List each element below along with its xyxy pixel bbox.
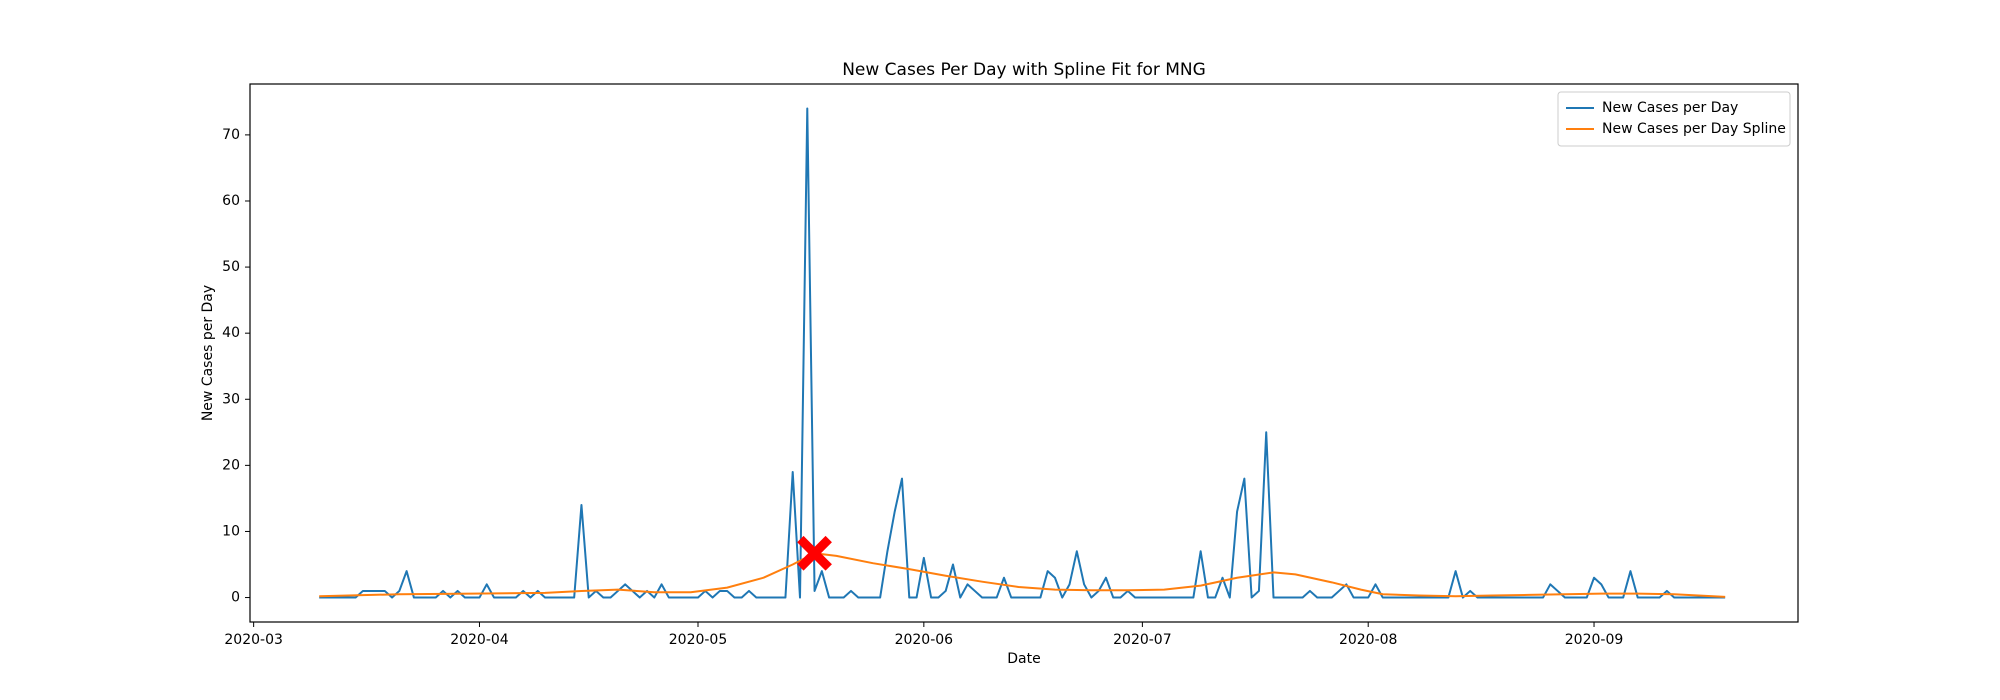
series-line [319, 107, 1726, 599]
x-tick-label: 2020-03 [224, 632, 283, 648]
x-axis-label: Date [1007, 651, 1040, 667]
x-tick-label: 2020-04 [450, 632, 509, 648]
y-tick-label: 30 [222, 391, 240, 407]
legend-label: New Cases per Day [1602, 100, 1738, 116]
legend-box [1557, 91, 1791, 147]
y-tick-label: 0 [231, 590, 240, 606]
y-tick-label: 40 [222, 325, 240, 341]
y-tick-label: 10 [222, 523, 240, 539]
y-tick-label: 60 [222, 193, 240, 209]
y-tick-label: 70 [222, 127, 240, 143]
legend-label: New Cases per Day Spline [1602, 121, 1786, 137]
x-tick-label: 2020-08 [1339, 632, 1398, 648]
x-tick-label: 2020-09 [1565, 632, 1624, 648]
highlight-marker [797, 535, 832, 571]
x-tick-label: 2020-07 [1113, 632, 1172, 648]
y-tick-label: 50 [222, 259, 240, 275]
series-line [319, 552, 1726, 598]
x-tick-label: 2020-06 [895, 632, 954, 648]
plot-frame [249, 83, 1799, 623]
y-tick-label: 20 [222, 457, 240, 473]
x-tick-label: 2020-05 [669, 632, 728, 648]
y-axis-label: New Cases per Day [200, 285, 216, 421]
chart-title: New Cases Per Day with Spline Fit for MN… [842, 60, 1206, 80]
